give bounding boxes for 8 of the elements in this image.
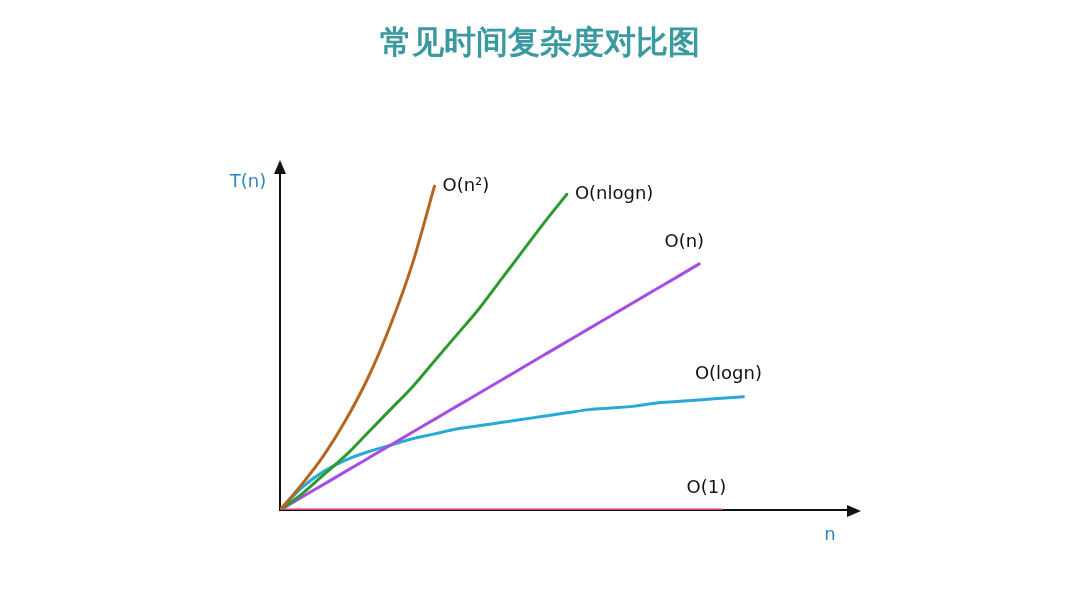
series-label: O(1)	[686, 475, 727, 497]
series-label: O(n)	[664, 229, 705, 251]
chart-title: 常见时间复杂度对比图	[380, 23, 700, 62]
x-axis-title: n	[824, 522, 836, 544]
y-axis-title: T(n)	[228, 169, 267, 191]
series-label: O(logn)	[694, 362, 762, 384]
series-label: O(n²)	[442, 173, 490, 195]
series-label: O(nlogn)	[574, 181, 654, 203]
